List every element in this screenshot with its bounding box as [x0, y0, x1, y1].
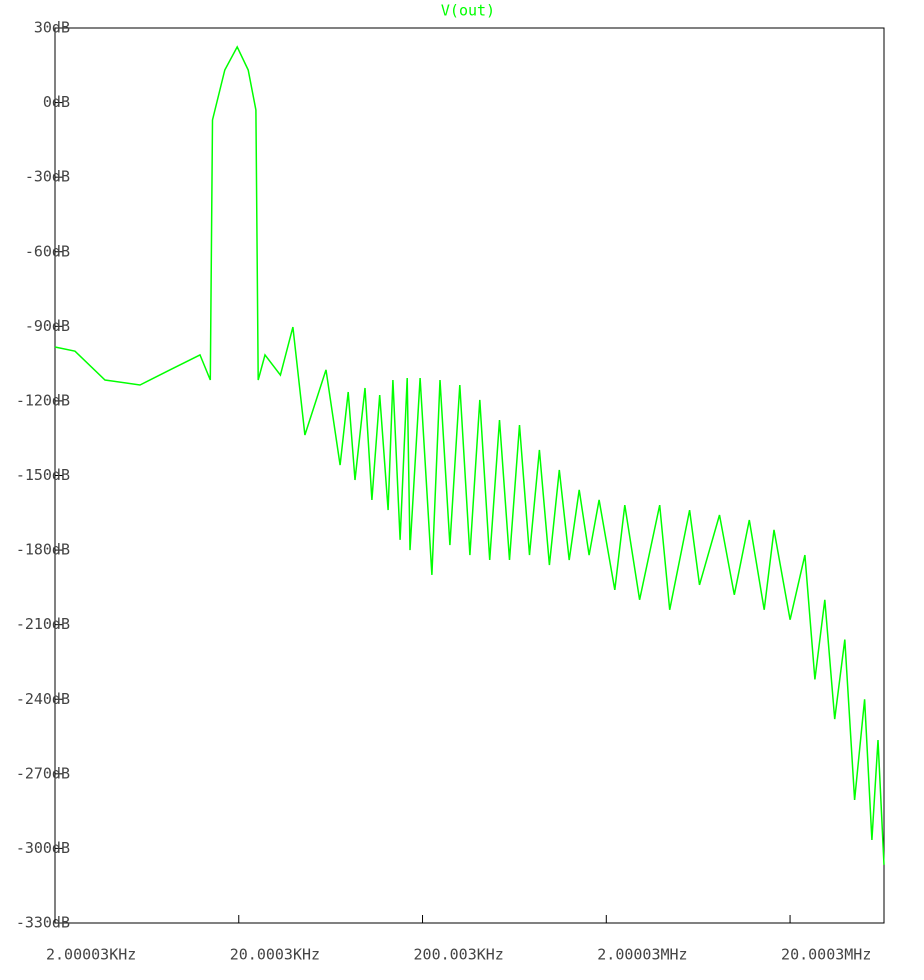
- y-tick-label: -210dB: [16, 615, 70, 633]
- y-tick-label: -270dB: [16, 764, 70, 782]
- y-tick-label: -330dB: [16, 914, 70, 932]
- y-tick-label: -300dB: [16, 839, 70, 857]
- y-tick-label: 0dB: [43, 93, 70, 111]
- y-tick-label: -150dB: [16, 466, 70, 484]
- y-tick-label: -30dB: [25, 168, 70, 186]
- y-tick-label: 30dB: [34, 19, 70, 37]
- x-tick-label: 200.003KHz: [414, 946, 504, 964]
- x-tick-label: 2.00003MHz: [597, 946, 687, 964]
- data-line: [54, 45, 885, 865]
- x-tick-label: 20.0003MHz: [781, 946, 871, 964]
- x-tick-label: 2.00003KHz: [46, 946, 136, 964]
- y-tick-label: -120dB: [16, 391, 70, 409]
- x-tick-label: 20.0003KHz: [230, 946, 320, 964]
- y-tick-label: -60dB: [25, 242, 70, 260]
- y-tick-label: -240dB: [16, 690, 70, 708]
- chart-title: V(out): [441, 2, 495, 20]
- y-tick-label: -90dB: [25, 317, 70, 335]
- y-tick-label: -180dB: [16, 541, 70, 559]
